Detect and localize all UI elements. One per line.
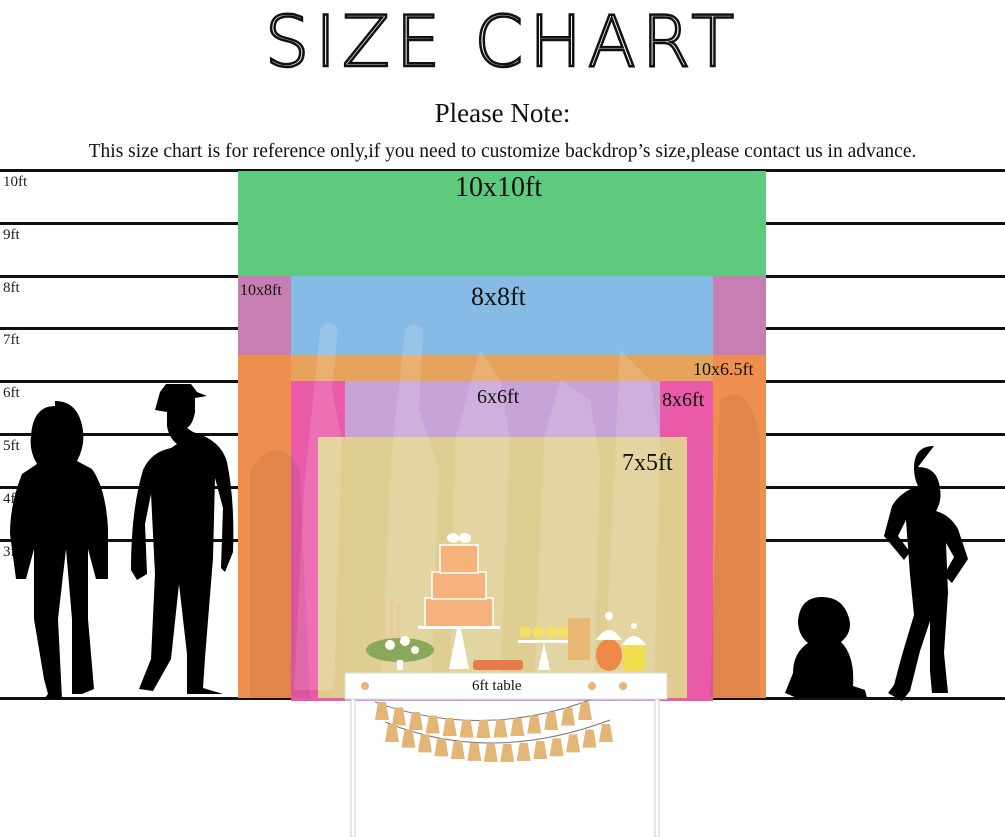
label-6x6: 6x6ft bbox=[477, 386, 520, 408]
seated-child-silhouette bbox=[785, 597, 867, 698]
tassel bbox=[434, 738, 449, 757]
tassel bbox=[476, 720, 491, 738]
cupcake-stand bbox=[518, 618, 590, 670]
tassel bbox=[450, 741, 465, 760]
height-label: 9ft bbox=[3, 227, 20, 243]
label-10x8: 10x8ft bbox=[240, 282, 282, 299]
table-label: 6ft table bbox=[472, 678, 522, 694]
tassel bbox=[582, 729, 597, 748]
woman-silhouette bbox=[10, 401, 108, 699]
tassel bbox=[417, 734, 432, 753]
tassel bbox=[385, 724, 399, 742]
candy-jars bbox=[596, 612, 646, 671]
tassel bbox=[599, 724, 613, 742]
label-10x10: 10x10ft bbox=[455, 172, 543, 203]
tassel bbox=[408, 712, 423, 730]
tassel bbox=[425, 715, 440, 734]
page-title: SIZE CHART bbox=[264, 1, 741, 84]
height-label: 6ft bbox=[3, 385, 20, 401]
man-silhouette bbox=[131, 384, 234, 694]
cake bbox=[418, 533, 500, 669]
tassel bbox=[527, 715, 542, 734]
height-line-10ft bbox=[0, 169, 1005, 172]
height-label: 7ft bbox=[3, 332, 20, 348]
tassel bbox=[391, 707, 406, 726]
tassel bbox=[549, 738, 564, 757]
label-8x8: 8x8ft bbox=[471, 282, 526, 311]
tassel bbox=[500, 743, 515, 762]
cake-pops bbox=[473, 660, 523, 670]
tassel bbox=[544, 712, 559, 730]
tassel bbox=[442, 718, 457, 736]
tassel bbox=[467, 742, 482, 761]
tassel bbox=[561, 707, 576, 726]
tassel bbox=[533, 741, 548, 760]
tassel bbox=[401, 729, 416, 748]
table bbox=[344, 672, 668, 837]
backdrop-10x6.5-band bbox=[291, 355, 713, 381]
note-heading: Please Note: bbox=[434, 98, 571, 128]
tassel bbox=[375, 702, 389, 720]
tassel bbox=[578, 702, 592, 720]
tassel bbox=[510, 718, 525, 736]
flower-bowl bbox=[366, 600, 434, 670]
height-label: 8ft bbox=[3, 280, 20, 296]
label-10x6.5: 10x6.5ft bbox=[693, 359, 754, 379]
tassel bbox=[566, 734, 581, 753]
note-body: This size chart is for reference only,if… bbox=[88, 141, 917, 162]
label-8x6: 8x6ft bbox=[662, 389, 705, 411]
tassel bbox=[459, 719, 474, 738]
tassel bbox=[516, 742, 531, 761]
tassel bbox=[483, 743, 498, 762]
people-silhouettes bbox=[10, 384, 968, 701]
tassel-garland bbox=[375, 702, 613, 762]
tassel bbox=[493, 719, 508, 738]
height-label: 10ft bbox=[3, 174, 28, 190]
label-7x5: 7x5ft bbox=[622, 450, 673, 476]
standing-child-silhouette bbox=[884, 446, 968, 701]
height-label: 5ft bbox=[3, 438, 20, 454]
